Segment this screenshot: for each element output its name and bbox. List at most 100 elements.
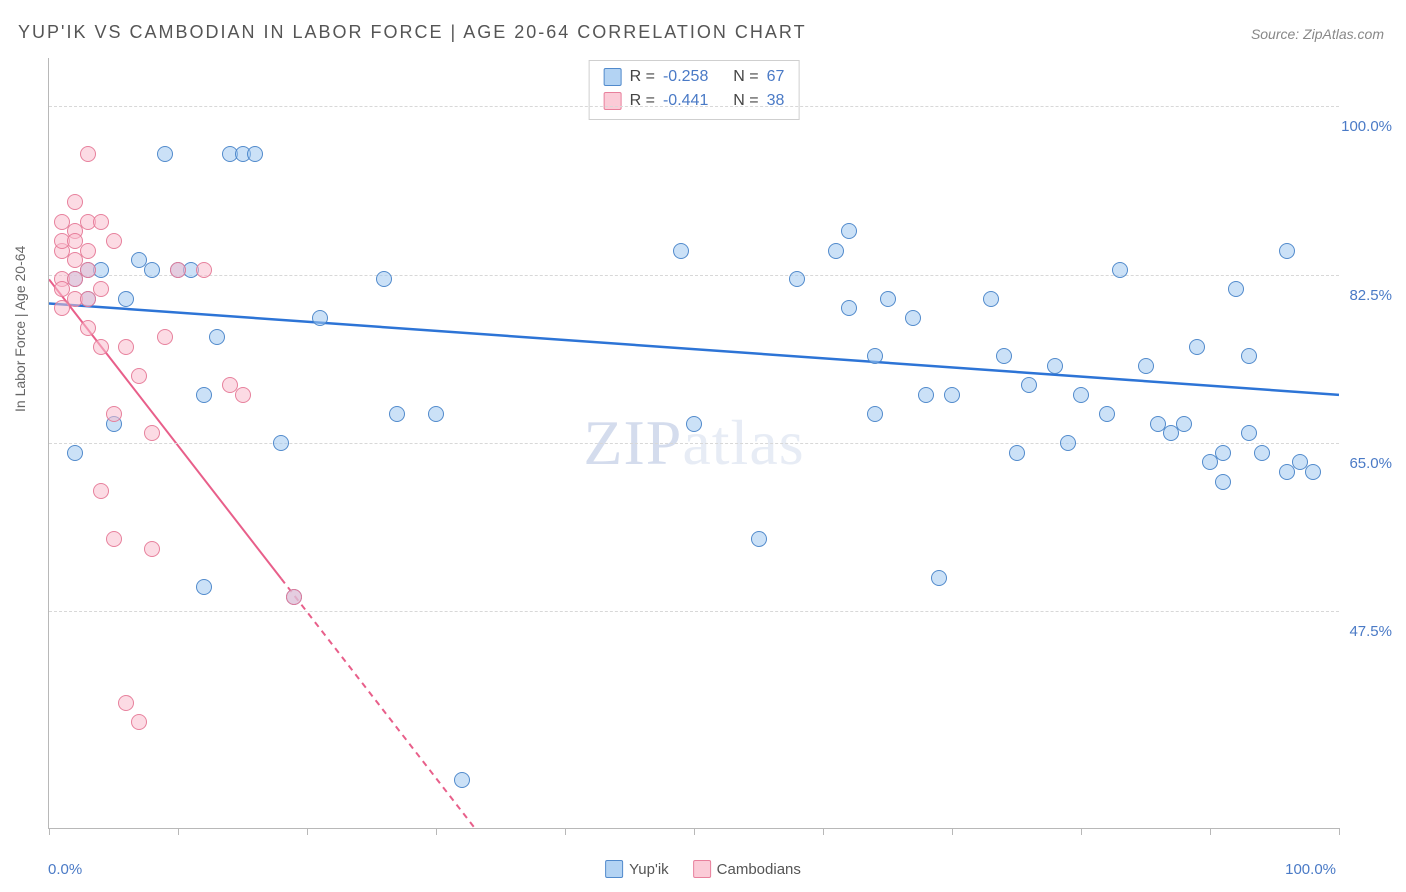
x-tick — [436, 828, 437, 835]
data-point — [996, 348, 1012, 364]
data-point — [67, 194, 83, 210]
data-point — [209, 329, 225, 345]
data-point — [428, 406, 444, 422]
data-point — [144, 541, 160, 557]
gridline — [49, 443, 1339, 444]
data-point — [1073, 387, 1089, 403]
legend-label: Cambodians — [717, 861, 801, 878]
data-point — [1189, 339, 1205, 355]
data-point — [286, 589, 302, 605]
x-tick — [952, 828, 953, 835]
data-point — [196, 262, 212, 278]
data-point — [931, 570, 947, 586]
data-point — [170, 262, 186, 278]
legend: Yup'ik Cambodians — [605, 860, 801, 878]
data-point — [273, 435, 289, 451]
data-point — [118, 291, 134, 307]
x-tick — [307, 828, 308, 835]
data-point — [1215, 474, 1231, 490]
n-label: N = — [733, 89, 758, 113]
data-point — [118, 339, 134, 355]
data-point — [144, 262, 160, 278]
data-point — [686, 416, 702, 432]
data-point — [905, 310, 921, 326]
x-tick-last: 100.0% — [1285, 861, 1336, 878]
y-axis-label: In Labor Force | Age 20-64 — [12, 246, 28, 412]
data-point — [789, 271, 805, 287]
n-value: 67 — [767, 65, 785, 89]
data-point — [106, 233, 122, 249]
data-point — [80, 243, 96, 259]
data-point — [106, 531, 122, 547]
x-tick — [1081, 828, 1082, 835]
swatch-pink-icon — [604, 92, 622, 110]
data-point — [1112, 262, 1128, 278]
data-point — [80, 146, 96, 162]
data-point — [312, 310, 328, 326]
data-point — [93, 214, 109, 230]
data-point — [673, 243, 689, 259]
data-point — [983, 291, 999, 307]
data-point — [880, 291, 896, 307]
n-label: N = — [733, 65, 758, 89]
y-tick-label: 47.5% — [1349, 623, 1392, 640]
data-point — [196, 387, 212, 403]
data-point — [867, 348, 883, 364]
data-point — [157, 329, 173, 345]
gridline — [49, 275, 1339, 276]
x-tick — [823, 828, 824, 835]
data-point — [157, 146, 173, 162]
swatch-blue-icon — [604, 68, 622, 86]
data-point — [80, 262, 96, 278]
x-tick — [694, 828, 695, 835]
source-label: Source: ZipAtlas.com — [1251, 26, 1384, 42]
data-point — [1241, 425, 1257, 441]
stats-row: R = -0.441 N = 38 — [604, 89, 785, 113]
data-point — [828, 243, 844, 259]
data-point — [751, 531, 767, 547]
x-tick — [178, 828, 179, 835]
swatch-blue-icon — [605, 860, 623, 878]
r-label: R = — [630, 89, 655, 113]
x-tick — [1339, 828, 1340, 835]
data-point — [867, 406, 883, 422]
n-value: 38 — [767, 89, 785, 113]
r-label: R = — [630, 65, 655, 89]
data-point — [235, 387, 251, 403]
gridline — [49, 611, 1339, 612]
legend-label: Yup'ik — [629, 861, 669, 878]
data-point — [454, 772, 470, 788]
x-tick — [565, 828, 566, 835]
data-point — [93, 483, 109, 499]
data-point — [918, 387, 934, 403]
data-point — [93, 339, 109, 355]
data-point — [118, 695, 134, 711]
data-point — [106, 406, 122, 422]
plot-area: ZIPatlas R = -0.258 N = 67 R = -0.441 N … — [48, 58, 1339, 829]
chart-container: YUP'IK VS CAMBODIAN IN LABOR FORCE | AGE… — [0, 0, 1406, 892]
data-point — [1021, 377, 1037, 393]
data-point — [67, 445, 83, 461]
data-point — [247, 146, 263, 162]
data-point — [1099, 406, 1115, 422]
data-point — [389, 406, 405, 422]
data-point — [1279, 243, 1295, 259]
data-point — [1176, 416, 1192, 432]
data-point — [196, 579, 212, 595]
data-point — [93, 281, 109, 297]
gridline — [49, 106, 1339, 107]
swatch-pink-icon — [693, 860, 711, 878]
data-point — [376, 271, 392, 287]
x-tick — [49, 828, 50, 835]
data-point — [1009, 445, 1025, 461]
data-point — [144, 425, 160, 441]
data-point — [1241, 348, 1257, 364]
chart-title: YUP'IK VS CAMBODIAN IN LABOR FORCE | AGE… — [18, 22, 807, 43]
data-point — [131, 714, 147, 730]
data-point — [841, 223, 857, 239]
data-point — [131, 368, 147, 384]
data-point — [841, 300, 857, 316]
y-tick-label: 65.0% — [1349, 455, 1392, 472]
data-point — [944, 387, 960, 403]
data-point — [1215, 445, 1231, 461]
